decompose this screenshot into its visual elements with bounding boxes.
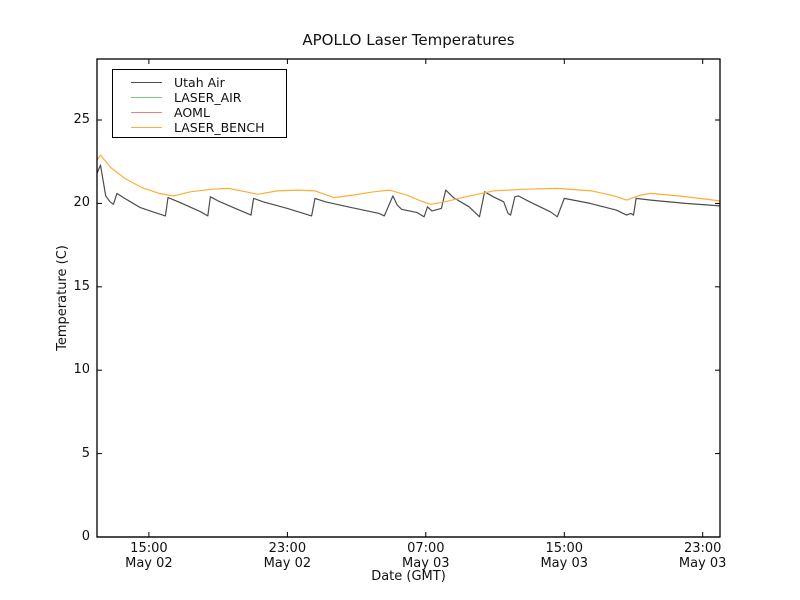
legend-label: AOML bbox=[174, 105, 210, 120]
legend-label: Utah Air bbox=[174, 75, 225, 90]
x-tick-label: 15:00 May 03 bbox=[540, 541, 589, 571]
legend-entry: Utah Air bbox=[113, 74, 286, 90]
y-tick-label: 15 bbox=[73, 278, 90, 294]
y-tick-label: 5 bbox=[81, 445, 90, 461]
legend-entry: LASER_AIR bbox=[113, 89, 286, 105]
legend-entry: LASER_BENCH bbox=[113, 119, 286, 135]
series-line-laser-bench bbox=[96, 154, 721, 205]
x-tick-label: 07:00 May 03 bbox=[402, 541, 450, 571]
x-tick-label: 23:00 May 03 bbox=[678, 541, 727, 571]
y-tick-label: 0 bbox=[81, 529, 90, 544]
chart-title: APOLLO Laser Temperatures bbox=[302, 31, 515, 49]
series-line-utah-air bbox=[96, 164, 721, 218]
legend-line-sample bbox=[131, 82, 162, 83]
legend-label: LASER_BENCH bbox=[174, 120, 265, 135]
y-tick-label: 20 bbox=[73, 195, 90, 211]
y-tick-label: 25 bbox=[73, 112, 90, 128]
x-tick-label: 15:00 May 02 bbox=[125, 541, 173, 571]
x-tick-label: 23:00 May 02 bbox=[263, 541, 312, 571]
legend-label: LASER_AIR bbox=[174, 90, 242, 105]
legend-line-sample bbox=[131, 127, 162, 128]
legend: Utah Air LASER_AIR AOML LASER_BENCH bbox=[112, 69, 287, 138]
x-axis-label: Date (GMT) bbox=[371, 569, 446, 584]
y-axis-label: Temperature (C) bbox=[55, 245, 70, 351]
y-tick-label: 10 bbox=[73, 362, 90, 378]
legend-line-sample bbox=[131, 97, 162, 98]
axes-frame bbox=[96, 58, 721, 538]
legend-line-sample bbox=[131, 112, 162, 113]
legend-entry: AOML bbox=[113, 104, 286, 120]
